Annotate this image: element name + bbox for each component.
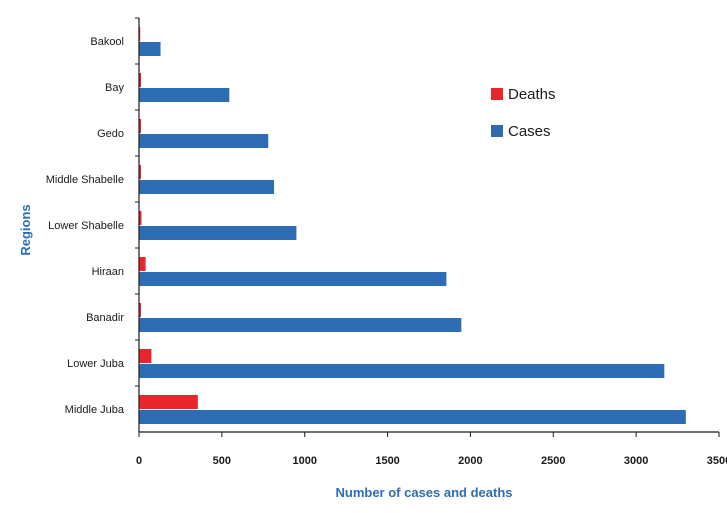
x-tick-label-2000: 2000 <box>458 455 482 467</box>
x-tick-label-1000: 1000 <box>292 455 316 467</box>
x-tick-label-0: 0 <box>136 455 142 467</box>
bar-cases-hiraan <box>139 272 447 286</box>
bar-cases-middle-juba <box>139 410 686 424</box>
y-tick-label-middle-shabelle: Middle Shabelle <box>46 174 124 186</box>
bar-deaths-hiraan <box>139 257 146 271</box>
y-tick-labels: Middle Juba Lower Juba Banadir Hiraan Lower … <box>46 17 139 416</box>
legend-swatch-deaths <box>491 88 503 100</box>
y-tick-label-banadir: Banadir <box>86 312 124 324</box>
bar-deaths-middle-juba <box>139 395 198 409</box>
bar-cases-lower-juba <box>139 364 665 378</box>
bars-group <box>139 27 686 424</box>
y-tick-label-hiraan: Hiraan <box>92 266 124 278</box>
bar-deaths-bakool <box>139 27 141 41</box>
bar-deaths-banadir <box>139 303 141 317</box>
y-tick-label-gedo: Gedo <box>97 128 124 140</box>
x-tick-label-1500: 1500 <box>375 455 399 467</box>
bar-cases-gedo <box>139 134 269 148</box>
bar-cases-banadir <box>139 318 462 332</box>
y-tick-label-lower-shabelle: Lower Shabelle <box>48 220 124 232</box>
x-tick-label-500: 500 <box>213 455 231 467</box>
bar-deaths-lower-shabelle <box>139 211 142 225</box>
bar-cases-lower-shabelle <box>139 226 297 240</box>
x-axis-title: Number of cases and deaths <box>336 485 513 500</box>
bar-cases-bay <box>139 88 230 102</box>
bar-deaths-lower-juba <box>139 349 152 363</box>
y-tick-label-middle-juba: Middle Juba <box>65 404 125 416</box>
y-tick-label-bakool: Bakool <box>90 36 124 48</box>
y-tick-label-lower-juba: Lower Juba <box>67 358 125 370</box>
x-tick-labels: 0 500 1000 1500 2000 2500 3000 3500 <box>136 432 727 467</box>
x-tick-label-3500: 3500 <box>707 455 727 467</box>
legend-label-deaths: Deaths <box>508 86 556 103</box>
bar-cases-bakool <box>139 42 161 56</box>
bar-deaths-bay <box>139 73 141 87</box>
y-axis-title: Regions <box>18 204 33 255</box>
bar-deaths-gedo <box>139 119 141 133</box>
y-tick-label-bay: Bay <box>105 82 124 94</box>
legend-swatch-cases <box>491 125 503 137</box>
legend-label-cases: Cases <box>508 123 551 140</box>
legend: Deaths Cases <box>491 86 556 140</box>
x-tick-label-2500: 2500 <box>541 455 565 467</box>
x-tick-label-3000: 3000 <box>624 455 648 467</box>
bar-deaths-middle-shabelle <box>139 165 141 179</box>
bar-cases-middle-shabelle <box>139 180 275 194</box>
